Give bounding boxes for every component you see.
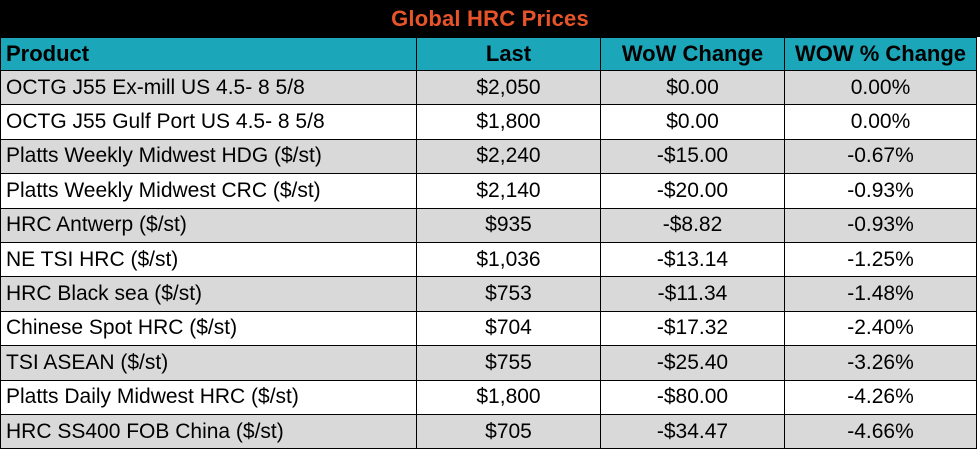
cell-product: OCTG J55 Ex-mill US 4.5- 8 5/8 — [0, 69, 417, 106]
table-row: OCTG J55 Gulf Port US 4.5- 8 5/8 $1,800 … — [0, 104, 977, 140]
header-product: Product — [0, 37, 417, 71]
cell-wow-pct-change: -0.67% — [784, 138, 977, 175]
cell-wow-pct-change: -0.93% — [784, 173, 977, 209]
table-row: OCTG J55 Ex-mill US 4.5- 8 5/8 $2,050 $0… — [0, 69, 977, 106]
table-row: Platts Weekly Midwest CRC ($/st) $2,140 … — [0, 173, 977, 209]
cell-last: $1,036 — [416, 241, 601, 278]
cell-wow-change: $0.00 — [600, 104, 785, 140]
cell-last: $935 — [416, 207, 601, 243]
cell-last: $1,800 — [416, 379, 601, 415]
cell-product: HRC Black sea ($/st) — [0, 276, 417, 312]
prices-table: Product Last WoW Change WOW % Change OCT… — [0, 37, 977, 450]
cell-wow-change: -$13.14 — [600, 241, 785, 278]
table-row: Chinese Spot HRC ($/st) $704 -$17.32 -2.… — [0, 310, 977, 347]
table-row: HRC Antwerp ($/st) $935 -$8.82 -0.93% — [0, 207, 977, 243]
cell-wow-pct-change: -4.66% — [784, 413, 977, 450]
cell-product: Platts Weekly Midwest HDG ($/st) — [0, 138, 417, 175]
cell-product: NE TSI HRC ($/st) — [0, 241, 417, 278]
cell-wow-change: -$25.40 — [600, 345, 785, 381]
table-row: NE TSI HRC ($/st) $1,036 -$13.14 -1.25% — [0, 241, 977, 278]
cell-last: $2,140 — [416, 173, 601, 209]
cell-wow-pct-change: 0.00% — [784, 69, 977, 106]
cell-wow-change: -$34.47 — [600, 413, 785, 450]
table-row: TSI ASEAN ($/st) $755 -$25.40 -3.26% — [0, 345, 977, 381]
cell-product: Platts Daily Midwest HRC ($/st) — [0, 379, 417, 415]
cell-wow-pct-change: 0.00% — [784, 104, 977, 140]
table-row: Platts Daily Midwest HRC ($/st) $1,800 -… — [0, 379, 977, 415]
cell-last: $755 — [416, 345, 601, 381]
cell-wow-change: $0.00 — [600, 69, 785, 106]
cell-wow-pct-change: -1.25% — [784, 241, 977, 278]
table-row: HRC Black sea ($/st) $753 -$11.34 -1.48% — [0, 276, 977, 312]
cell-last: $2,240 — [416, 138, 601, 175]
header-row: Product Last WoW Change WOW % Change — [0, 37, 977, 71]
cell-last: $704 — [416, 310, 601, 347]
cell-wow-change: -$8.82 — [600, 207, 785, 243]
cell-last: $2,050 — [416, 69, 601, 106]
header-wow-pct-change: WOW % Change — [784, 37, 977, 71]
cell-wow-pct-change: -3.26% — [784, 345, 977, 381]
cell-wow-change: -$80.00 — [600, 379, 785, 415]
cell-product: Chinese Spot HRC ($/st) — [0, 310, 417, 347]
header-last: Last — [416, 37, 601, 71]
header-wow-change: WoW Change — [600, 37, 785, 71]
cell-wow-pct-change: -2.40% — [784, 310, 977, 347]
cell-wow-pct-change: -0.93% — [784, 207, 977, 243]
cell-product: HRC Antwerp ($/st) — [0, 207, 417, 243]
table-title: Global HRC Prices — [0, 0, 980, 37]
cell-product: OCTG J55 Gulf Port US 4.5- 8 5/8 — [0, 104, 417, 140]
cell-product: Platts Weekly Midwest CRC ($/st) — [0, 173, 417, 209]
cell-wow-pct-change: -1.48% — [784, 276, 977, 312]
table-row: Platts Weekly Midwest HDG ($/st) $2,240 … — [0, 138, 977, 175]
cell-product: TSI ASEAN ($/st) — [0, 345, 417, 381]
table-row: HRC SS400 FOB China ($/st) $705 -$34.47 … — [0, 413, 977, 450]
cell-last: $753 — [416, 276, 601, 312]
cell-wow-change: -$15.00 — [600, 138, 785, 175]
cell-wow-change: -$20.00 — [600, 173, 785, 209]
cell-product: HRC SS400 FOB China ($/st) — [0, 413, 417, 450]
cell-wow-pct-change: -4.26% — [784, 379, 977, 415]
cell-wow-change: -$11.34 — [600, 276, 785, 312]
cell-last: $1,800 — [416, 104, 601, 140]
cell-wow-change: -$17.32 — [600, 310, 785, 347]
cell-last: $705 — [416, 413, 601, 450]
